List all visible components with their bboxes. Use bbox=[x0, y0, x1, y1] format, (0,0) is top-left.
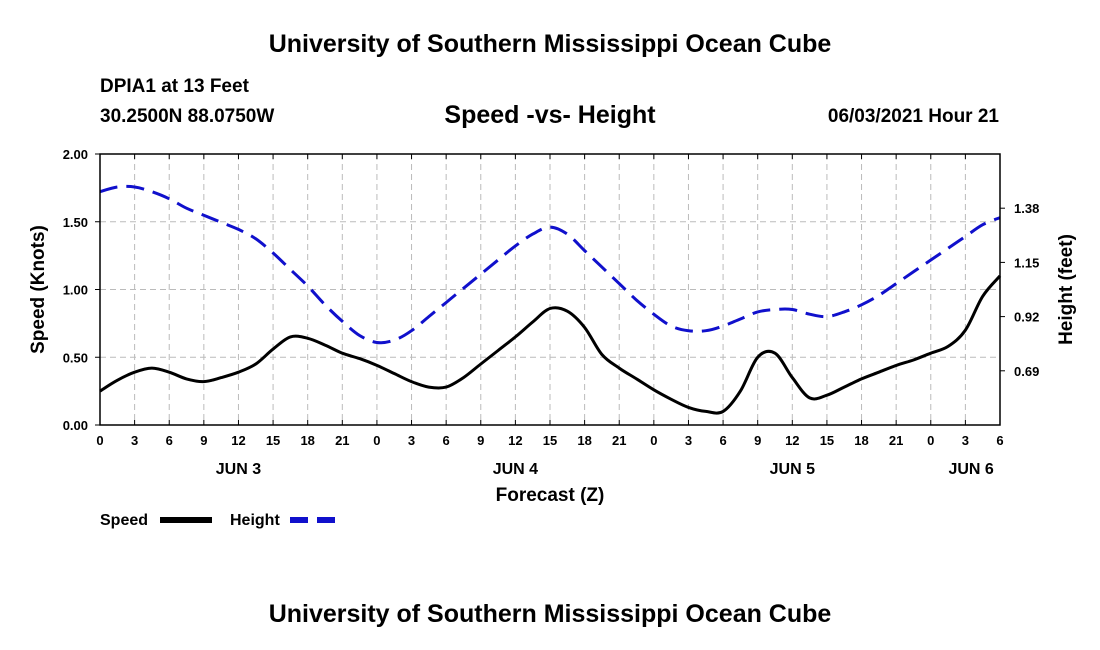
x-tick-label: 15 bbox=[543, 433, 557, 448]
x-axis-label: Forecast (Z) bbox=[496, 485, 605, 506]
y-right-tick-label: 1.15 bbox=[1014, 255, 1039, 270]
x-tick-label: 15 bbox=[266, 433, 280, 448]
day-label: JUN 3 bbox=[216, 461, 261, 478]
x-tick-label: 15 bbox=[820, 433, 834, 448]
legend-label-speed: Speed bbox=[100, 512, 148, 529]
legend-label-height: Height bbox=[230, 512, 280, 529]
x-tick-label: 12 bbox=[785, 433, 799, 448]
x-tick-label: 12 bbox=[508, 433, 522, 448]
series-layer bbox=[99, 184, 1002, 415]
y-right-axis-label: Height (feet) bbox=[1056, 234, 1077, 345]
x-tick-label: 9 bbox=[477, 433, 484, 448]
x-tick-label: 21 bbox=[889, 433, 903, 448]
chart-subtitle: Speed -vs- Height bbox=[444, 101, 656, 129]
x-tick-label: 9 bbox=[200, 433, 207, 448]
x-tick-label: 6 bbox=[166, 433, 173, 448]
day-label: JUN 5 bbox=[770, 461, 815, 478]
x-tick-label: 3 bbox=[408, 433, 415, 448]
x-tick-label: 0 bbox=[650, 433, 657, 448]
x-tick-label: 21 bbox=[335, 433, 349, 448]
axis-labels: 0 3 6 9 12 15 18 21 0 3 6 9 12 15 18 21 0 3 6 9 12 15 18 21 0 3 6 0… bbox=[28, 147, 1077, 506]
x-tick-label: 3 bbox=[962, 433, 969, 448]
x-tick-label: 0 bbox=[96, 433, 103, 448]
x-tick-label: 0 bbox=[373, 433, 380, 448]
legend: Speed Height bbox=[100, 512, 342, 529]
x-tick-label: 18 bbox=[300, 433, 314, 448]
x-tick-label: 6 bbox=[719, 433, 726, 448]
grid-lines bbox=[100, 154, 1000, 425]
y-right-tick-label: 0.69 bbox=[1014, 364, 1039, 379]
x-tick-label: 9 bbox=[754, 433, 761, 448]
y-left-tick-label: 1.00 bbox=[63, 283, 88, 298]
y-left-tick-label: 1.50 bbox=[63, 215, 88, 230]
x-tick-label: 0 bbox=[927, 433, 934, 448]
y-left-tick-label: 2.00 bbox=[63, 147, 88, 162]
x-tick-label: 6 bbox=[443, 433, 450, 448]
station-label: DPIA1 at 13 Feet bbox=[100, 76, 249, 97]
y-left-tick-label: 0.50 bbox=[63, 350, 88, 365]
chart-title-top: University of Southern Mississippi Ocean… bbox=[268, 30, 832, 58]
x-tick-label: 12 bbox=[231, 433, 245, 448]
y-left-axis-label: Speed (Knots) bbox=[28, 225, 49, 354]
x-tick-label: 3 bbox=[131, 433, 138, 448]
y-left-tick-label: 0.00 bbox=[63, 418, 88, 433]
forecast-date: 06/03/2021 Hour 21 bbox=[827, 106, 999, 127]
x-tick-label: 3 bbox=[685, 433, 692, 448]
x-tick-label: 18 bbox=[577, 433, 591, 448]
axis-ticks bbox=[95, 153, 1005, 426]
series-height-line bbox=[99, 184, 1001, 345]
chart-title-bottom: University of Southern Mississippi Ocean… bbox=[268, 600, 832, 628]
day-label: JUN 4 bbox=[493, 461, 538, 478]
station-coordinates: 30.2500N 88.0750W bbox=[100, 106, 275, 127]
y-right-tick-label: 0.92 bbox=[1014, 310, 1039, 325]
x-tick-label: 21 bbox=[612, 433, 626, 448]
series-speed-line bbox=[99, 274, 1002, 415]
x-tick-label: 18 bbox=[854, 433, 868, 448]
day-label: JUN 6 bbox=[948, 461, 993, 478]
x-tick-label: 6 bbox=[996, 433, 1003, 448]
y-right-tick-label: 1.38 bbox=[1014, 201, 1039, 216]
